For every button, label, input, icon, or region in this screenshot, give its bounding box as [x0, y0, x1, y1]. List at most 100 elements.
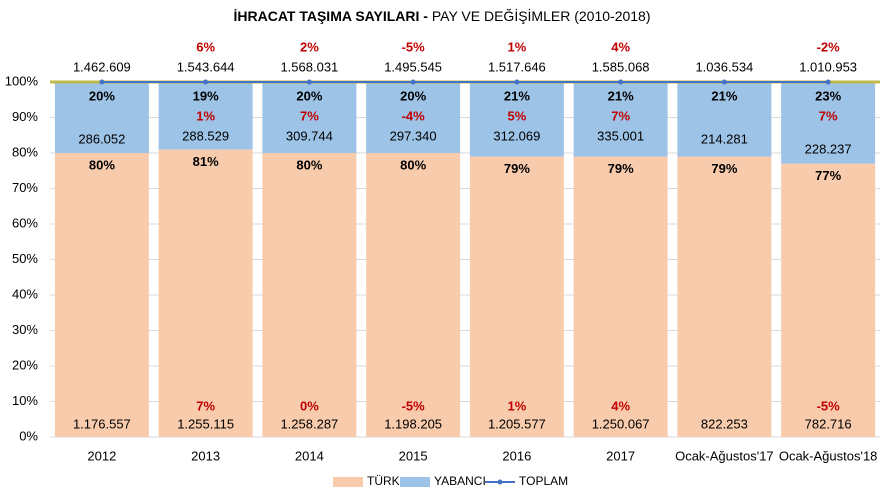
- y-tick-label: 90%: [12, 109, 38, 124]
- bar-yabanci: [158, 82, 253, 150]
- yabanci-change-label: 1%: [196, 108, 215, 123]
- total-value-label: 1.568.031: [280, 59, 338, 74]
- yabanci-value-label: 312.069: [493, 128, 540, 143]
- yabanci-change-label: 7%: [300, 108, 319, 123]
- turk-change-label: 0%: [300, 398, 319, 413]
- yabanci-share-label: 21%: [504, 88, 530, 103]
- yabanci-change-label: 7%: [819, 108, 838, 123]
- y-tick-label: 0%: [19, 428, 38, 443]
- turk-value-label: 1.205.577: [488, 416, 546, 431]
- turk-share-label: 80%: [89, 157, 115, 172]
- turk-value-label: 782.716: [805, 416, 852, 431]
- turk-share-label: 77%: [815, 168, 841, 183]
- chart-title: İHRACAT TAŞIMA SAYILARI - PAY VE DEĞİŞİM…: [234, 7, 651, 24]
- total-change-label: -2%: [817, 39, 841, 54]
- total-value-label: 1.543.644: [177, 59, 235, 74]
- yabanci-value-label: 297.340: [390, 128, 437, 143]
- turk-share-label: 79%: [608, 161, 634, 176]
- turk-change-label: 1%: [507, 398, 526, 413]
- turk-share-label: 80%: [400, 157, 426, 172]
- total-point: [618, 79, 624, 85]
- yabanci-share-label: 21%: [608, 88, 634, 103]
- total-change-label: -5%: [402, 39, 426, 54]
- yabanci-value-label: 214.281: [701, 131, 748, 146]
- turk-change-label: -5%: [402, 398, 426, 413]
- x-tick-label: 2015: [399, 448, 428, 463]
- y-tick-label: 30%: [12, 322, 38, 337]
- turk-value-label: 1.176.557: [73, 416, 131, 431]
- yabanci-share-label: 21%: [711, 88, 737, 103]
- bar-turk: [262, 153, 357, 437]
- yabanci-change-label: 7%: [611, 108, 630, 123]
- bar-yabanci: [366, 82, 461, 153]
- yabanci-share-label: 20%: [400, 88, 426, 103]
- turk-change-label: -5%: [817, 398, 841, 413]
- turk-change-label: 4%: [611, 398, 630, 413]
- chart-title-bold: İHRACAT TAŞIMA SAYILARI -: [234, 8, 429, 24]
- bar-yabanci: [262, 82, 357, 153]
- bar-turk: [781, 163, 876, 437]
- total-change-label: 1%: [507, 39, 526, 54]
- turk-value-label: 1.255.115: [177, 416, 234, 431]
- yabanci-share-label: 20%: [296, 88, 322, 103]
- turk-value-label: 1.198.205: [384, 416, 442, 431]
- yabanci-value-label: 288.529: [182, 128, 229, 143]
- turk-change-label: 7%: [196, 398, 215, 413]
- bar-turk: [573, 156, 668, 438]
- total-value-label: 1.585.068: [592, 59, 650, 74]
- yabanci-share-label: 19%: [193, 88, 219, 103]
- total-value-label: 1.517.646: [488, 59, 546, 74]
- yabanci-value-label: 228.237: [805, 141, 852, 156]
- legend-label: YABANCI: [434, 474, 486, 488]
- total-point: [203, 79, 209, 85]
- turk-share-label: 80%: [296, 157, 322, 172]
- turk-value-label: 1.258.287: [280, 416, 338, 431]
- bar-yabanci: [677, 82, 772, 157]
- total-value-label: 1.036.534: [695, 59, 753, 74]
- turk-share-label: 79%: [504, 161, 530, 176]
- total-value-label: 1.495.545: [384, 59, 442, 74]
- y-tick-label: 80%: [12, 144, 38, 159]
- bar-turk: [54, 153, 149, 437]
- yabanci-value-label: 309.744: [286, 128, 333, 143]
- bar-yabanci: [54, 82, 149, 153]
- yabanci-change-label: -4%: [402, 108, 426, 123]
- turk-share-label: 79%: [711, 161, 737, 176]
- y-tick-label: 100%: [5, 73, 39, 88]
- total-point: [825, 79, 831, 85]
- turk-share-label: 81%: [193, 154, 219, 169]
- x-tick-label: 2013: [191, 448, 220, 463]
- x-tick-label: 2012: [87, 448, 116, 463]
- total-change-label: 6%: [196, 39, 215, 54]
- yabanci-change-label: 5%: [507, 108, 526, 123]
- bar-turk: [677, 156, 772, 438]
- x-tick-label: 2017: [606, 448, 635, 463]
- bar-yabanci: [573, 82, 668, 157]
- legend-swatch: [400, 477, 430, 487]
- y-tick-label: 10%: [12, 393, 38, 408]
- total-change-label: 4%: [611, 39, 630, 54]
- y-tick-label: 70%: [12, 180, 38, 195]
- total-change-label: 2%: [300, 39, 319, 54]
- total-point: [514, 79, 520, 85]
- x-tick-label: Ocak-Ağustos'17: [675, 448, 774, 463]
- bar-turk: [469, 156, 564, 438]
- y-tick-label: 60%: [12, 215, 38, 230]
- total-value-label: 1.010.953: [799, 59, 857, 74]
- legend-marker: [497, 479, 503, 485]
- bar-yabanci: [781, 82, 876, 164]
- yabanci-share-label: 20%: [89, 88, 115, 103]
- total-point: [721, 79, 727, 85]
- yabanci-value-label: 335.001: [597, 128, 644, 143]
- x-tick-label: Ocak-Ağustos'18: [779, 448, 878, 463]
- turk-value-label: 822.253: [701, 416, 748, 431]
- bar-yabanci: [469, 82, 564, 157]
- bar-turk: [158, 149, 253, 437]
- yabanci-value-label: 286.052: [78, 131, 125, 146]
- legend-label: TÜRK: [367, 474, 400, 488]
- y-tick-label: 20%: [12, 357, 38, 372]
- y-tick-label: 40%: [12, 286, 38, 301]
- total-point: [306, 79, 312, 85]
- x-tick-label: 2014: [295, 448, 324, 463]
